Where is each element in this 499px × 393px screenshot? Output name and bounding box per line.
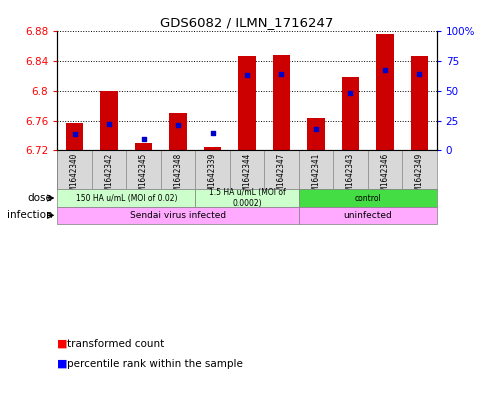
Text: GSM1642343: GSM1642343	[346, 152, 355, 198]
Bar	[57, 207, 299, 224]
Point	[140, 136, 148, 142]
Text: dose: dose	[27, 193, 52, 203]
Point	[209, 129, 217, 136]
Bar	[204, 147, 221, 151]
Bar	[273, 55, 290, 151]
Bar	[57, 189, 195, 207]
Bar	[411, 56, 428, 151]
Text: GSM1642348: GSM1642348	[174, 152, 183, 198]
Text: GSM1642347: GSM1642347	[277, 152, 286, 198]
Text: uninfected: uninfected	[343, 211, 392, 220]
Bar	[100, 91, 118, 151]
Point	[346, 90, 354, 96]
Point	[243, 72, 251, 79]
Text: GSM1642342: GSM1642342	[105, 152, 114, 198]
Bar	[66, 123, 83, 151]
Text: GSM1642344: GSM1642344	[243, 152, 251, 198]
Text: ■: ■	[57, 358, 68, 369]
Text: GSM1642345: GSM1642345	[139, 152, 148, 198]
Text: GSM1642340: GSM1642340	[70, 152, 79, 198]
Point	[381, 66, 389, 73]
Bar	[170, 112, 187, 151]
Bar	[307, 118, 324, 151]
Text: ■: ■	[57, 339, 68, 349]
Bar	[376, 35, 394, 151]
Point	[277, 71, 285, 77]
Bar	[135, 143, 152, 151]
Text: Sendai virus infected: Sendai virus infected	[130, 211, 226, 220]
Point	[174, 122, 182, 129]
Text: transformed count: transformed count	[67, 339, 165, 349]
Text: GSM1642346: GSM1642346	[380, 152, 389, 198]
Point	[71, 130, 79, 137]
Text: GSM1642349: GSM1642349	[415, 152, 424, 198]
Bar	[299, 189, 437, 207]
Text: percentile rank within the sample: percentile rank within the sample	[67, 358, 243, 369]
Text: 1.5 HA u/mL (MOI of
0.0002): 1.5 HA u/mL (MOI of 0.0002)	[209, 188, 285, 208]
Point	[415, 71, 423, 77]
Title: GDS6082 / ILMN_1716247: GDS6082 / ILMN_1716247	[160, 16, 334, 29]
Point	[105, 121, 113, 127]
Text: infection: infection	[7, 210, 52, 220]
Text: 150 HA u/mL (MOI of 0.02): 150 HA u/mL (MOI of 0.02)	[75, 193, 177, 202]
Text: control: control	[354, 193, 381, 202]
Bar	[342, 77, 359, 151]
Text: GSM1642339: GSM1642339	[208, 152, 217, 198]
Bar	[239, 56, 255, 151]
Text: GSM1642341: GSM1642341	[311, 152, 320, 198]
Bar	[195, 189, 299, 207]
Point	[312, 126, 320, 132]
Bar	[299, 207, 437, 224]
